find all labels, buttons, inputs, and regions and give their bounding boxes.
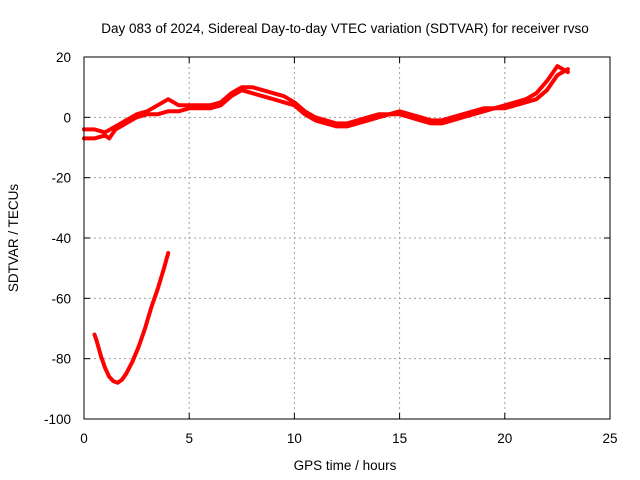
series-line-lower-branch bbox=[92, 251, 171, 385]
axis-ticks: 0 5 10 15 20 25 -100 -80 -60 -40 -20 0 20 bbox=[44, 50, 618, 446]
x-tick-label: 5 bbox=[185, 431, 193, 446]
y-tick-label: 0 bbox=[63, 110, 71, 125]
y-tick-label: -40 bbox=[51, 231, 71, 246]
x-tick-label: 10 bbox=[287, 431, 302, 446]
x-tick-label: 25 bbox=[602, 431, 617, 446]
chart-title: Day 083 of 2024, Sidereal Day-to-day VTE… bbox=[101, 21, 588, 36]
y-tick-label: -80 bbox=[51, 352, 71, 367]
x-tick-label: 20 bbox=[497, 431, 512, 446]
x-axis-label: GPS time / hours bbox=[294, 458, 397, 473]
series-layer bbox=[82, 64, 570, 385]
y-tick-label: 20 bbox=[56, 50, 71, 65]
x-tick-label: 0 bbox=[80, 431, 88, 446]
y-tick-label: -20 bbox=[51, 171, 71, 186]
y-axis-label: SDTVAR / TECUs bbox=[6, 184, 21, 293]
y-tick-label: -100 bbox=[44, 412, 71, 427]
series-line-upper-band bbox=[82, 64, 570, 135]
y-tick-label: -60 bbox=[51, 291, 71, 306]
gridlines bbox=[84, 57, 610, 419]
series-line-main bbox=[82, 67, 570, 141]
x-tick-label: 15 bbox=[392, 431, 407, 446]
